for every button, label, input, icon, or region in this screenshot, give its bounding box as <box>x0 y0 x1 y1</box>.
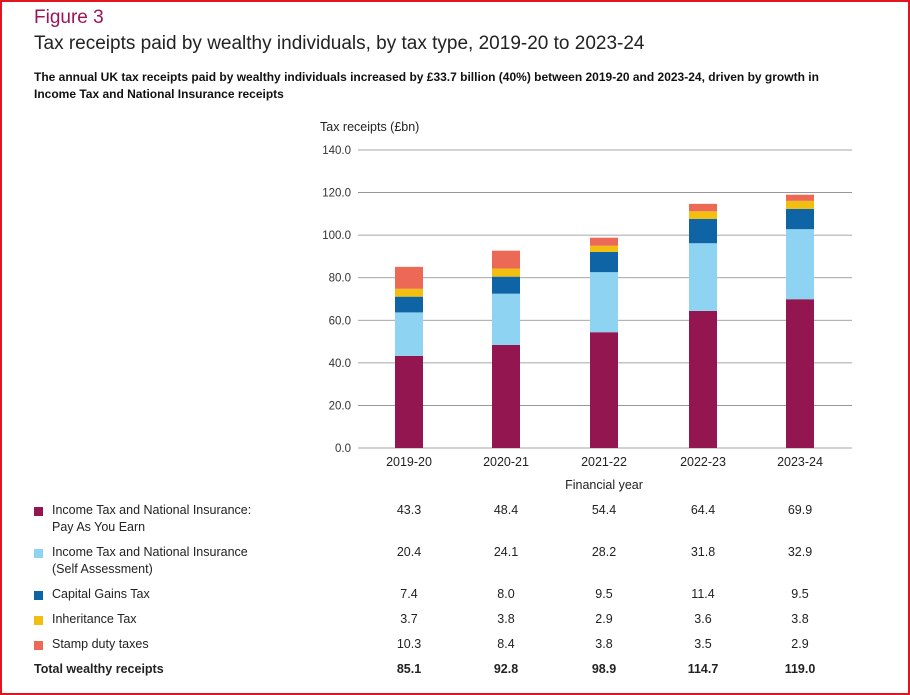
legend-swatch <box>34 616 43 625</box>
data-label: 3.8 <box>791 612 809 626</box>
data-label: 9.5 <box>595 587 613 601</box>
total-value: 119.0 <box>784 662 816 676</box>
bar-segment <box>590 245 618 252</box>
data-label: 3.7 <box>400 612 418 626</box>
data-label: 2.9 <box>791 637 809 651</box>
bar-segment <box>590 251 618 273</box>
legend-label: Capital Gains Tax <box>52 586 292 603</box>
data-label: 3.8 <box>595 637 613 651</box>
stacked-bar-chart: Tax receipts (£bn) 0.0 20.0 40.0 60.0 80.0 100… <box>320 120 852 492</box>
bar-segment <box>590 237 618 246</box>
bar-segment <box>786 200 814 209</box>
data-label: 31.8 <box>690 545 716 559</box>
x-tick-label: 2023-24 <box>777 455 823 469</box>
data-label: 3.5 <box>694 637 712 651</box>
data-label: 10.3 <box>396 637 422 651</box>
legend-label: Income Tax and National Insurance: Pay As… <box>52 502 292 536</box>
data-label: 2.9 <box>595 612 613 626</box>
legend-label: Inheritance Tax <box>52 611 292 628</box>
bar-segment <box>395 355 423 448</box>
y-tick-label: 100.0 <box>322 230 351 242</box>
total-value: 92.8 <box>493 662 519 676</box>
data-label: 54.4 <box>591 503 617 517</box>
legend-label-line: Income Tax and National Insurance: <box>52 503 252 517</box>
data-label: 43.3 <box>396 503 422 517</box>
data-label: 7.4 <box>400 587 418 601</box>
bar-segment <box>689 243 717 311</box>
total-value: 98.9 <box>591 662 617 676</box>
data-label: 3.8 <box>497 612 515 626</box>
data-label: 32.9 <box>787 545 813 559</box>
y-tick-label: 60.0 <box>329 315 351 327</box>
data-label: 9.5 <box>791 587 809 601</box>
x-tick-label: 2022-23 <box>680 455 726 469</box>
y-tick-label: 40.0 <box>329 358 351 370</box>
data-label: 28.2 <box>591 545 617 559</box>
legend-swatch <box>34 591 43 600</box>
legend-label-line: Income Tax and National Insurance <box>52 545 248 559</box>
data-label: 20.4 <box>396 545 422 559</box>
legend-label: Stamp duty taxes <box>52 636 292 653</box>
bar-segment <box>395 296 423 313</box>
bar-segment <box>689 218 717 244</box>
y-tick-label: 140.0 <box>322 145 351 157</box>
data-label: 24.1 <box>493 545 519 559</box>
bar-segment <box>590 332 618 448</box>
y-tick-label: 120.0 <box>322 188 351 200</box>
data-label: 8.4 <box>497 637 515 651</box>
total-value: 114.7 <box>687 662 719 676</box>
data-label: 69.9 <box>787 503 813 517</box>
figure-subtitle: The annual UK tax receipts paid by wealt… <box>34 70 819 101</box>
y-tick-label: 80.0 <box>329 273 351 285</box>
x-tick-label: 2021-22 <box>581 455 627 469</box>
x-axis-label: Financial year <box>565 478 643 492</box>
bar-segment <box>786 194 814 201</box>
legend-label-line: Stamp duty taxes <box>52 637 149 651</box>
bar-segment <box>689 310 717 448</box>
legend-swatch <box>34 507 43 516</box>
bar-segment <box>395 266 423 289</box>
legend-label-line: Capital Gains Tax <box>52 587 150 601</box>
data-label: 3.6 <box>694 612 712 626</box>
legend-label-line: (Self Assessment) <box>52 562 153 576</box>
bar-segment <box>492 276 520 294</box>
y-axis-label: Tax receipts (£bn) <box>320 120 419 134</box>
data-label: 8.0 <box>497 587 515 601</box>
legend-label: Income Tax and National Insurance (Self A… <box>52 544 292 578</box>
figure-label: Figure 3 <box>34 7 104 28</box>
bar-segment <box>492 293 520 345</box>
x-tick-label: 2020-21 <box>483 455 529 469</box>
data-label: 64.4 <box>690 503 716 517</box>
total-value: 85.1 <box>396 662 422 676</box>
bar-segment <box>786 229 814 300</box>
y-tick-label: 20.0 <box>329 400 351 412</box>
legend-label-line: Inheritance Tax <box>52 612 137 626</box>
bar-segment <box>492 344 520 448</box>
total-label: Total wealthy receipts <box>34 662 164 676</box>
bar-segment <box>786 299 814 448</box>
bar-segment <box>395 288 423 297</box>
bar-segment <box>689 203 717 212</box>
bar-segment <box>492 250 520 269</box>
bar-segment <box>395 312 423 356</box>
y-tick-label: 0.0 <box>335 443 351 455</box>
data-label: 11.4 <box>691 587 715 601</box>
x-tick-label: 2019-20 <box>386 455 432 469</box>
bar-segment <box>590 272 618 333</box>
data-label: 48.4 <box>493 503 519 517</box>
legend-swatch <box>34 549 43 558</box>
figure-title: Tax receipts paid by wealthy individuals… <box>34 33 645 54</box>
legend-label-line: Pay As You Earn <box>52 520 146 534</box>
bar-segment <box>492 268 520 277</box>
bar-segment <box>689 211 717 219</box>
bar-segment <box>786 208 814 230</box>
legend-swatch <box>34 641 43 650</box>
